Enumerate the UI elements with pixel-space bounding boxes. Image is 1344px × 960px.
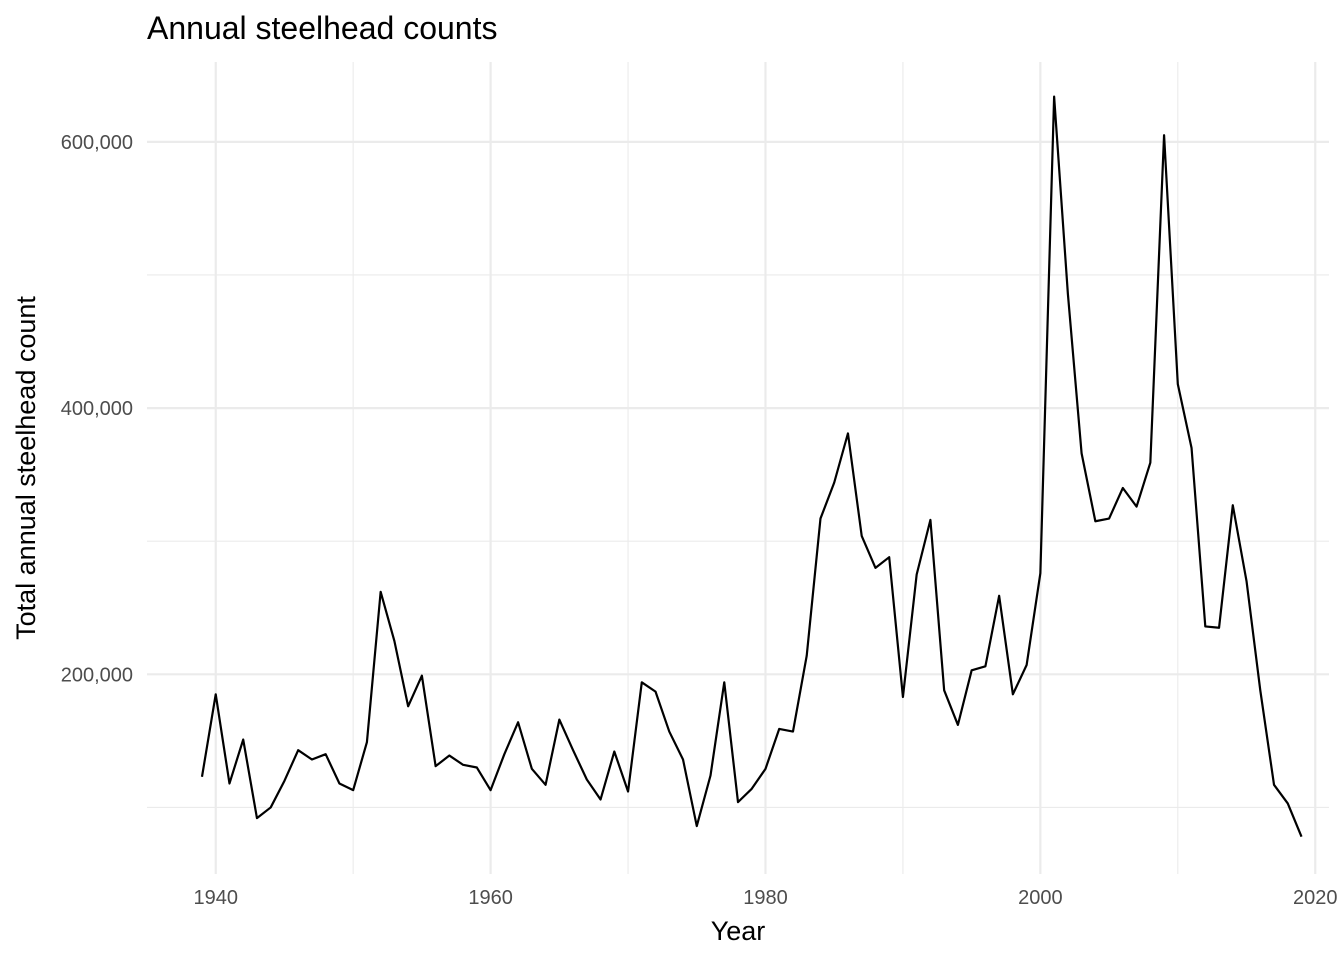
- y-axis-title: Total annual steelhead count: [11, 296, 41, 640]
- y-tick-label: 600,000: [61, 132, 133, 154]
- series-line: [200, 95, 1303, 838]
- y-tick-label: 200,000: [61, 664, 133, 686]
- x-tick-label: 2000: [1018, 887, 1063, 909]
- x-axis-ticks: 1940 1960 1980 2000 2020: [193, 887, 1337, 909]
- y-tick-label: 400,000: [61, 398, 133, 420]
- series-layer: [200, 95, 1303, 838]
- y-axis-ticks: 200,000 400,000 600,000: [61, 132, 133, 686]
- x-axis-title: Year: [711, 916, 766, 946]
- x-tick-label: 1980: [743, 887, 788, 909]
- grid-layer: [147, 62, 1329, 874]
- x-tick-label: 2020: [1293, 887, 1338, 909]
- x-tick-label: 1960: [468, 887, 513, 909]
- x-tick-label: 1940: [193, 887, 238, 909]
- chart-title: Annual steelhead counts: [147, 10, 497, 46]
